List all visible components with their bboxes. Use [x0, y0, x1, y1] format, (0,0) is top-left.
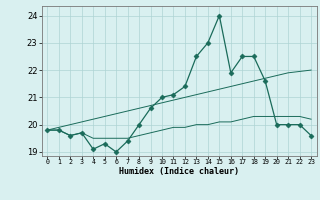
X-axis label: Humidex (Indice chaleur): Humidex (Indice chaleur)	[119, 167, 239, 176]
